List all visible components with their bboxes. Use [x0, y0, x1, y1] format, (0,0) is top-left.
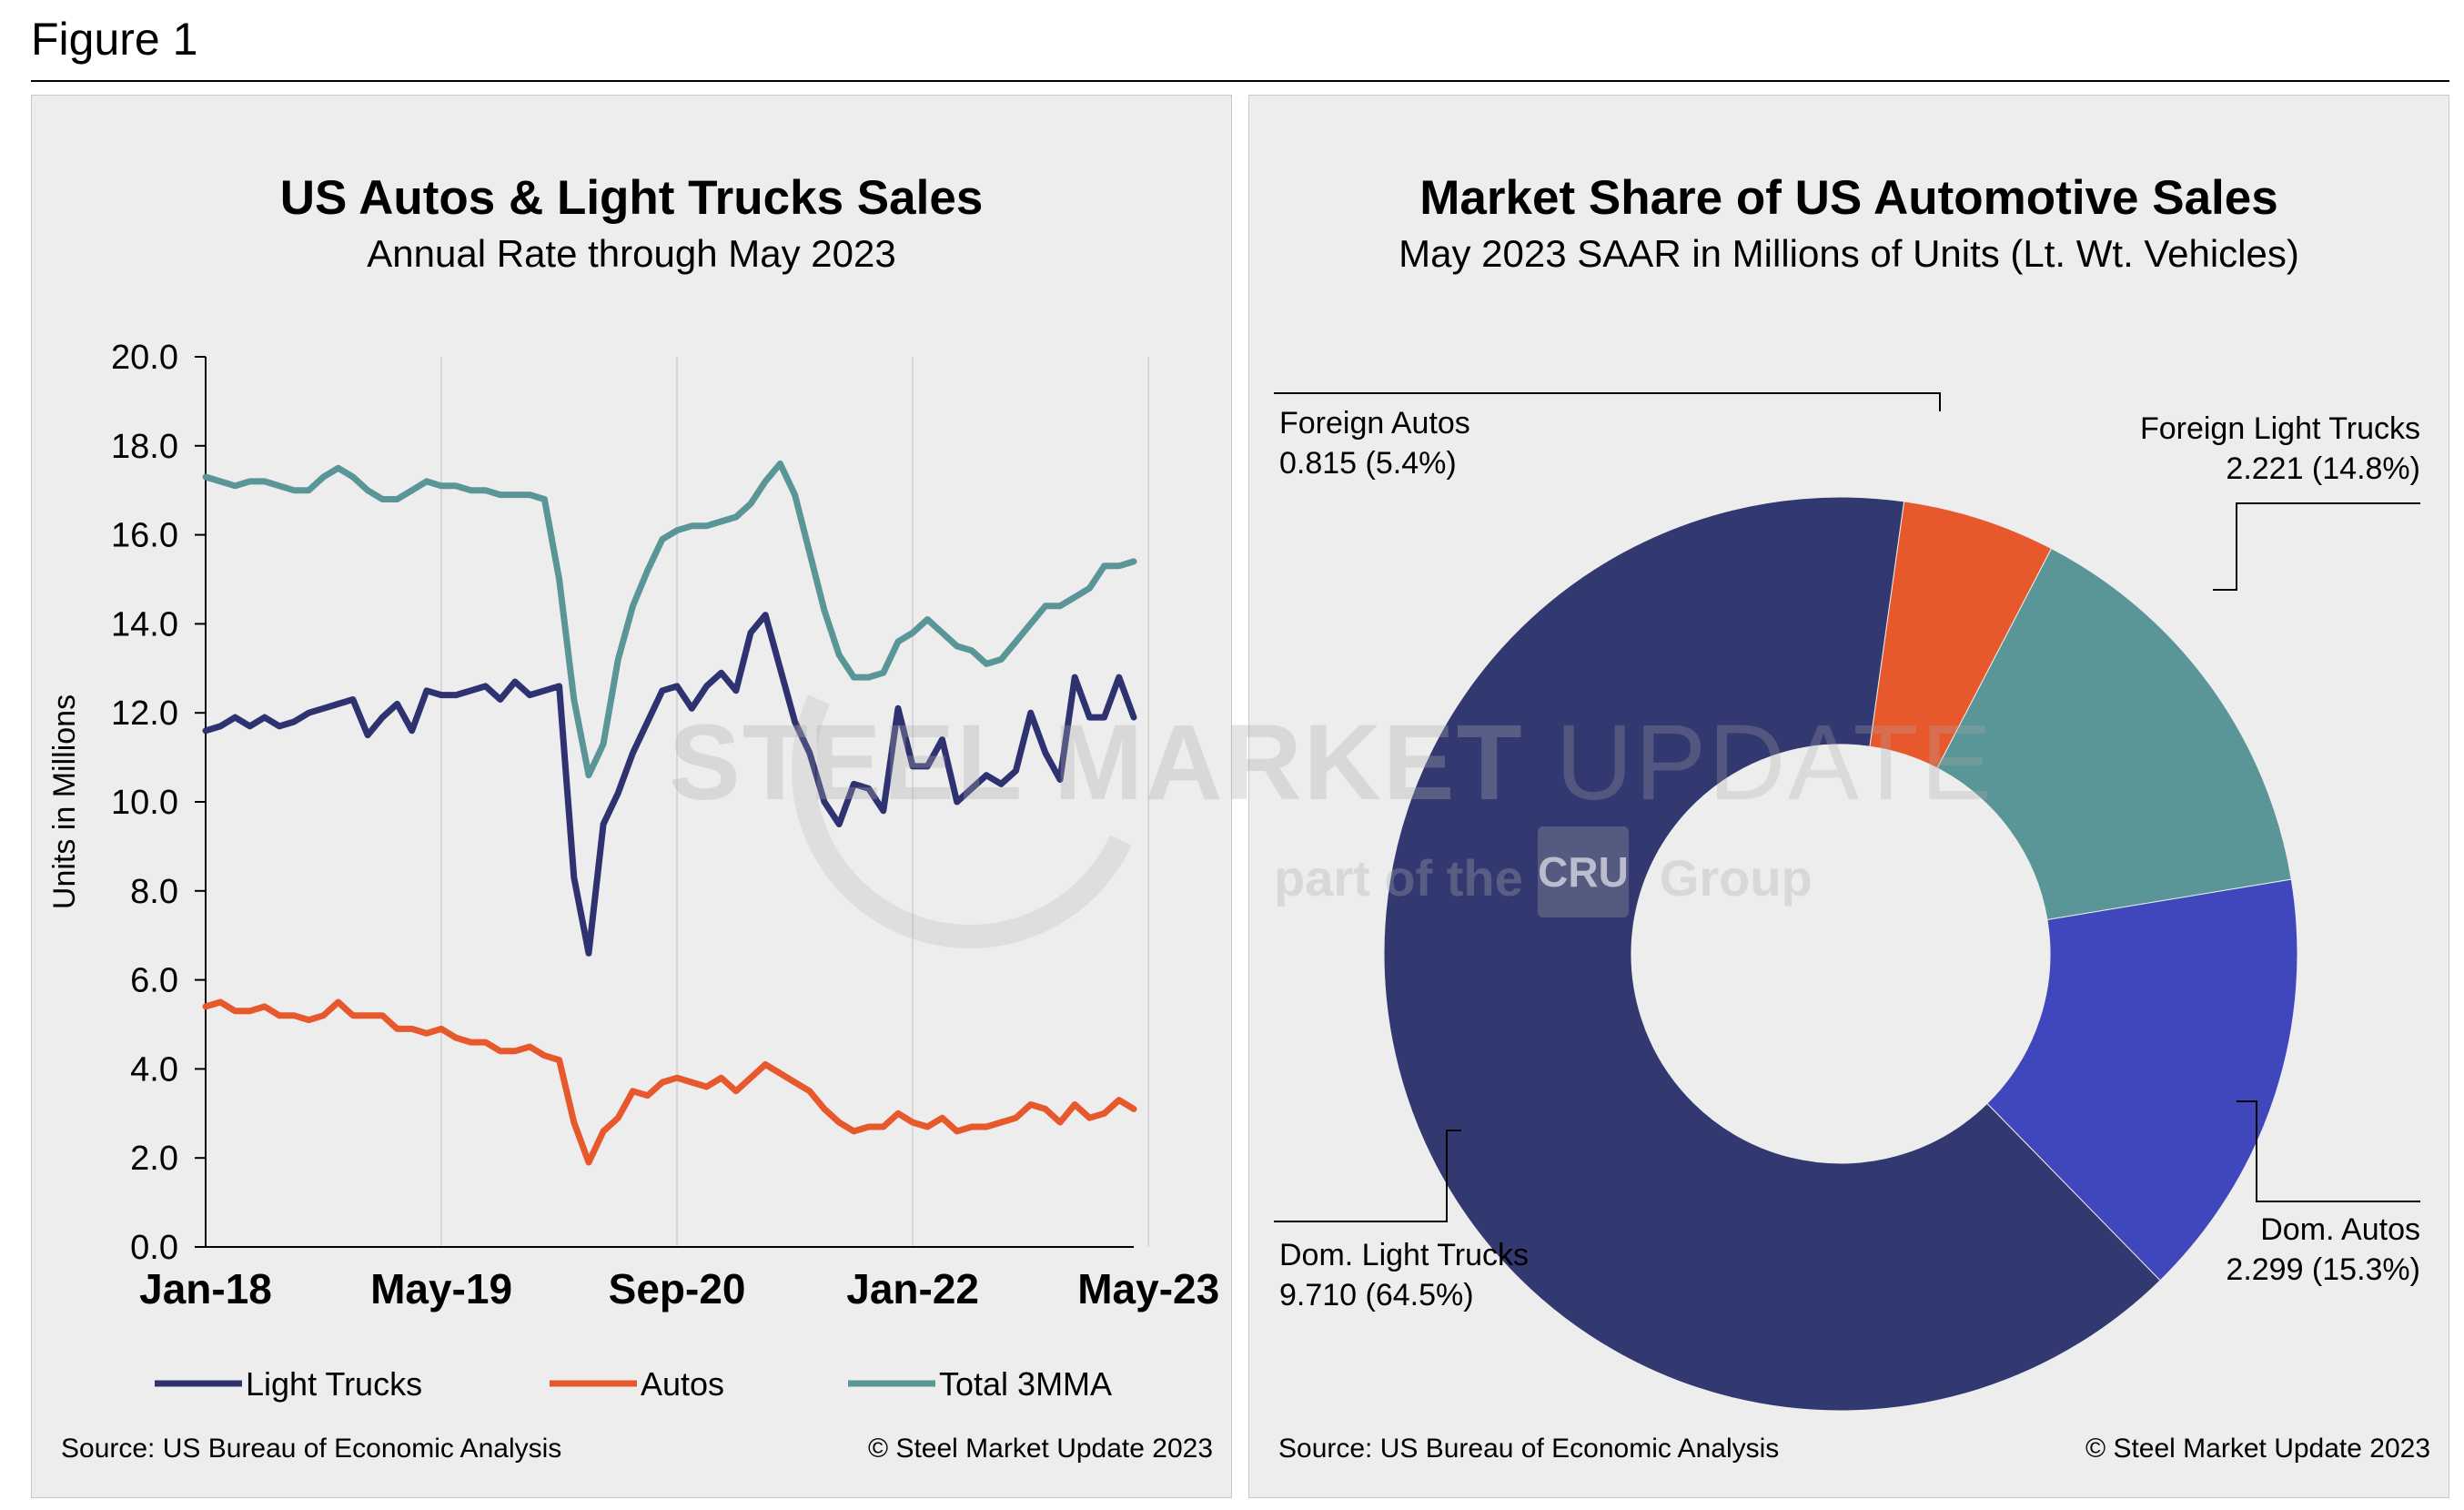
- series-line-autos: [202, 998, 1137, 1166]
- y-tick-label: 0.0: [130, 1229, 178, 1267]
- slice-label-value: 2.221 (14.8%): [2226, 451, 2420, 486]
- line-chart-subtitle: Annual Rate through May 2023: [367, 232, 896, 275]
- watermark-cru-logo: CRU: [1538, 826, 1629, 917]
- watermark-tagline-b: Group: [1659, 849, 1813, 907]
- legend-label: Light Trucks: [246, 1365, 422, 1403]
- watermark-brand-bold: STEEL MARKET: [669, 703, 1524, 823]
- donut-slice-dom-autos: [1986, 878, 2298, 1282]
- watermark-tagline: part of the Group: [1274, 848, 1813, 907]
- donut-slice-foreign-light-trucks: [1936, 547, 2292, 921]
- y-tick-label: 12.0: [111, 694, 178, 733]
- line-chart-title: US Autos & Light Trucks Sales: [279, 171, 984, 225]
- donut-slice-dom-light-trucks: [1383, 496, 2161, 1412]
- watermark-brand: STEEL MARKET UPDATE: [669, 701, 1994, 825]
- y-tick-label: 18.0: [111, 428, 178, 466]
- y-tick-label: 2.0: [130, 1140, 178, 1178]
- x-tick-label: Jan-22: [846, 1265, 979, 1312]
- slice-label-value: 0.815 (5.4%): [1279, 446, 1457, 481]
- y-tick-label: 6.0: [130, 962, 178, 1000]
- slice-label-name: Dom. Light Trucks: [1279, 1238, 1529, 1272]
- donut-chart-title: Market Share of US Automotive Sales: [1419, 171, 2278, 225]
- x-tick-label: Jan-18: [139, 1265, 272, 1312]
- legend-label: Total 3MMA: [939, 1365, 1112, 1403]
- leader-foreign-light-trucks: [2213, 502, 2420, 591]
- legend-label: Autos: [641, 1365, 724, 1403]
- slice-label-name: Dom. Autos: [2260, 1212, 2420, 1247]
- series-line-total-3mma: [202, 460, 1137, 779]
- x-tick-label: May-19: [370, 1265, 512, 1312]
- slice-label-name: Foreign Autos: [1279, 406, 1470, 441]
- donut-chart-copyright: © Steel Market Update 2023: [2085, 1434, 2430, 1464]
- y-tick-label: 10.0: [111, 784, 178, 822]
- line-chart-panel: US Autos & Light Trucks Sales Annual Rat…: [31, 95, 1232, 1498]
- x-tick-label: May-23: [1077, 1265, 1219, 1312]
- slice-label-name: Foreign Light Trucks: [2140, 411, 2420, 446]
- figure-title: Figure 1: [31, 14, 198, 65]
- donut-chart-source: Source: US Bureau of Economic Analysis: [1278, 1434, 1780, 1464]
- x-tick-label: Sep-20: [609, 1265, 746, 1312]
- leader-dom-light-trucks: [1274, 1130, 1461, 1222]
- watermark-brand-thin: UPDATE: [1523, 703, 1994, 823]
- slice-label-value: 2.299 (15.3%): [2226, 1252, 2420, 1287]
- figure-title-rule: [31, 80, 2449, 82]
- leader-dom-autos: [2237, 1100, 2420, 1202]
- line-chart-source: Source: US Bureau of Economic Analysis: [61, 1434, 562, 1464]
- y-axis-label: Units in Millions: [47, 694, 82, 909]
- line-chart-copyright: © Steel Market Update 2023: [868, 1434, 1213, 1464]
- y-tick-label: 14.0: [111, 605, 178, 644]
- y-tick-label: 16.0: [111, 517, 178, 555]
- donut-chart-subtitle: May 2023 SAAR in Millions of Units (Lt. …: [1399, 232, 2299, 275]
- watermark-tagline-a: part of the: [1274, 849, 1523, 907]
- y-tick-label: 20.0: [111, 339, 178, 377]
- y-tick-label: 4.0: [130, 1050, 178, 1089]
- leader-foreign-autos: [1274, 392, 1941, 411]
- series-line-light-trucks: [202, 612, 1137, 957]
- y-tick-label: 8.0: [130, 873, 178, 911]
- slice-label-value: 9.710 (64.5%): [1279, 1278, 1474, 1312]
